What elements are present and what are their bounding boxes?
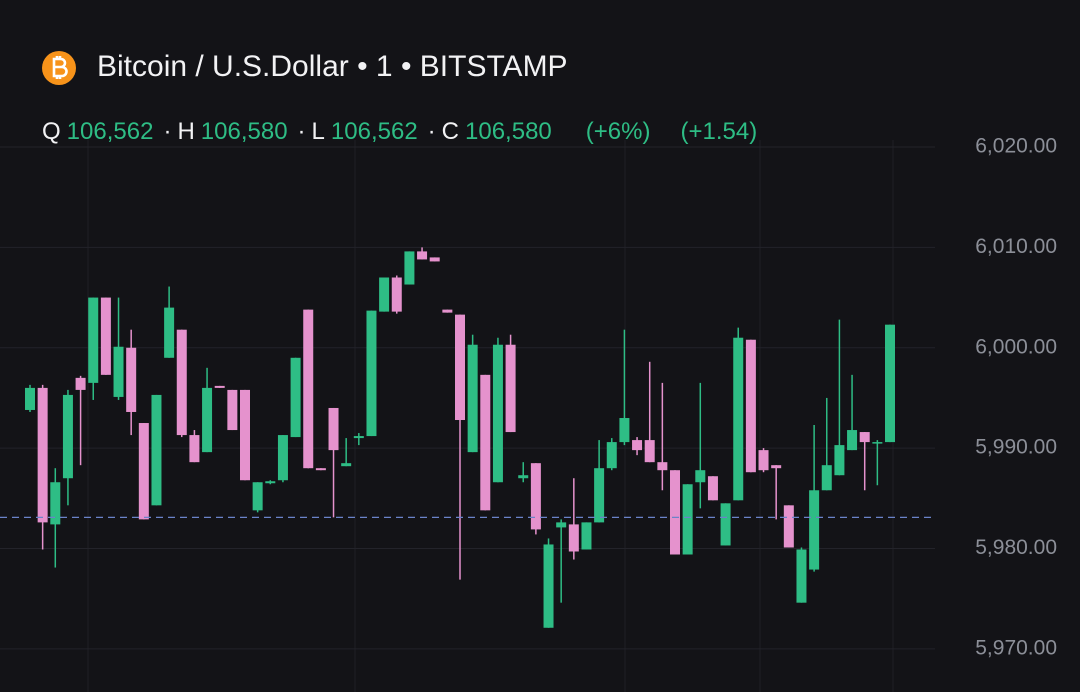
candle-body: [455, 314, 465, 421]
candle-body: [745, 339, 756, 473]
candle-body: [720, 503, 731, 546]
legend-value: 106,580: [465, 118, 552, 145]
candle-body: [606, 442, 617, 469]
candle-body: [417, 251, 428, 260]
separator: ·: [427, 118, 436, 145]
legend-label: H: [177, 118, 195, 145]
candle-body: [113, 346, 124, 397]
candle-body: [771, 465, 782, 469]
candle-body: [265, 481, 276, 484]
candle-body: [568, 524, 579, 552]
candle-body: [315, 468, 326, 471]
y-tick-label: 6,000.00: [975, 335, 1057, 358]
candle-body: [164, 307, 175, 358]
candle-body: [151, 394, 162, 506]
legend-value: 106,562: [330, 118, 418, 145]
candle-body: [783, 505, 794, 548]
change-percent: (+6%): [585, 118, 651, 145]
candle-body: [391, 277, 402, 312]
candle-body: [202, 387, 213, 453]
candle-body: [138, 423, 149, 520]
candle-body: [695, 470, 706, 483]
candle-body: [594, 468, 605, 523]
candle-body: [632, 440, 643, 451]
candle-body: [885, 324, 895, 443]
candle-body: [733, 337, 744, 501]
candle-body: [353, 436, 364, 439]
separator: ·: [163, 118, 172, 145]
candle-body: [37, 387, 48, 523]
candle-body: [214, 385, 225, 388]
candle-body: [240, 389, 250, 481]
candle-body: [505, 344, 516, 433]
candle-body: [834, 445, 845, 476]
candle-body: [644, 440, 655, 463]
y-tick-label: 5,970.00: [975, 636, 1057, 659]
candle-body: [277, 435, 288, 481]
candle-body: [25, 387, 35, 410]
legend-label: Q: [42, 118, 61, 145]
candle-body: [328, 407, 339, 451]
candle-body: [252, 482, 263, 511]
change: (+1.54): [680, 118, 758, 145]
candle-body: [100, 297, 111, 375]
separator: ·: [297, 118, 306, 145]
candle-body: [796, 549, 807, 603]
candle-body: [859, 432, 870, 443]
candle-body: [581, 522, 592, 550]
y-tick-label: 6,020.00: [975, 135, 1057, 158]
candle-body: [872, 442, 883, 444]
candle-body: [492, 344, 503, 483]
candle-body: [809, 490, 820, 570]
candle-body: [518, 475, 529, 479]
candle-body: [341, 463, 352, 467]
candle-body: [227, 389, 238, 431]
candle-body: [556, 522, 567, 528]
candle-body: [290, 357, 301, 438]
candle-body: [404, 251, 415, 285]
candle-body: [126, 347, 137, 412]
candle-body: [467, 344, 478, 453]
candle-body: [366, 310, 377, 437]
legend-value: 106,562: [66, 118, 154, 145]
ohlc-legend: Q 106,562 · H 106,580 · L 106,562 · C 106,580 (+6%)…: [42, 118, 763, 146]
candle-body: [50, 482, 61, 525]
candle-body: [176, 329, 187, 436]
icon-glyph: [52, 56, 68, 79]
candle-body: [88, 297, 99, 383]
candle-body: [619, 418, 630, 443]
legend-label: L: [311, 118, 325, 145]
candle-body: [682, 484, 693, 555]
y-tick-label: 5,990.00: [975, 436, 1057, 459]
bitcoin-icon: [42, 51, 76, 85]
y-tick-label: 6,010.00: [975, 235, 1057, 258]
y-tick-label: 5,980.00: [975, 536, 1057, 559]
candle-body: [189, 435, 200, 463]
candle-body: [707, 476, 718, 501]
candle-body: [303, 309, 314, 469]
candle-body: [821, 465, 832, 491]
candle-body: [657, 462, 668, 471]
candle-body: [429, 257, 440, 262]
candle-body: [442, 309, 453, 313]
candle-body: [543, 544, 554, 628]
legend-label: C: [441, 118, 460, 145]
candle-body: [847, 430, 858, 451]
candle-body: [75, 377, 86, 390]
candle-body: [758, 450, 769, 471]
candle-body: [480, 374, 491, 511]
candle-body: [530, 463, 541, 530]
candle-body: [62, 394, 73, 479]
chart-title: Bitcoin / U.S.Dollar • 1 • BITSTAMP: [97, 50, 568, 83]
candle-body: [670, 470, 680, 555]
candle-body: [379, 277, 390, 312]
legend-value: 106,580: [200, 118, 288, 145]
